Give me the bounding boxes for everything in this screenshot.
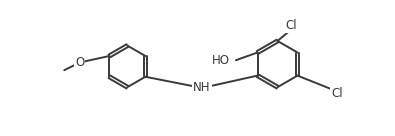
Text: HO: HO bbox=[212, 54, 230, 67]
Text: Cl: Cl bbox=[286, 19, 297, 32]
Text: NH: NH bbox=[193, 81, 211, 94]
Text: Cl: Cl bbox=[331, 87, 342, 100]
Text: O: O bbox=[75, 56, 84, 69]
